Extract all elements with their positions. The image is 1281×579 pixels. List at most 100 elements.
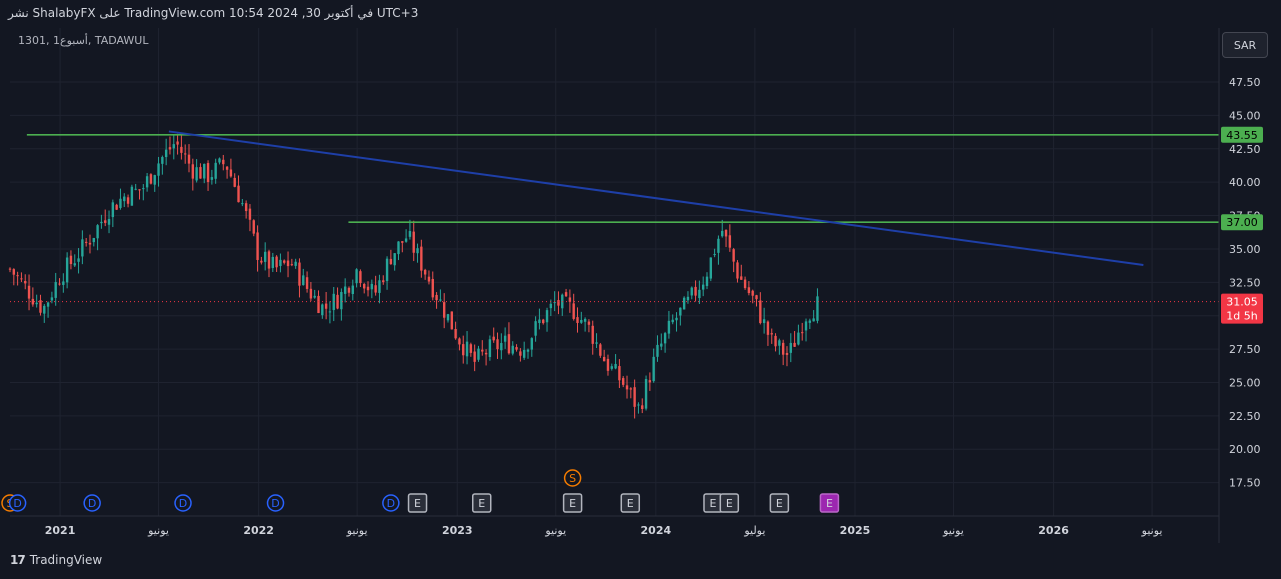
current-price-label: 31.05 (1226, 296, 1258, 309)
candle-body (119, 198, 122, 208)
candle-body (88, 242, 92, 245)
candle-body (324, 303, 328, 309)
candle-body (370, 283, 374, 290)
candle-body (218, 158, 221, 163)
candle-body (629, 388, 633, 390)
candle-body (340, 291, 343, 310)
symbol-info: 1301, 1أسبوع, TADAWUL (18, 34, 149, 47)
candle-body (682, 297, 686, 310)
grid (10, 28, 1219, 516)
x-tick-label: يونيو (147, 524, 169, 537)
candle-body (431, 278, 434, 298)
candle-body (717, 238, 720, 253)
x-tick-label: 2024 (641, 524, 672, 537)
candle-body (237, 185, 240, 203)
candle-body (241, 203, 244, 205)
candle-body (488, 339, 492, 358)
candle-body (317, 295, 320, 314)
y-tick-label: 42.50 (1229, 143, 1261, 156)
candle-body (16, 275, 19, 277)
candle-body (73, 263, 76, 266)
x-tick-label: يونيو (544, 524, 566, 537)
candle-body (20, 278, 23, 280)
candle-body (126, 197, 130, 204)
marker-letter: E (414, 497, 421, 510)
candle-body (576, 317, 579, 323)
candle-body (808, 320, 812, 323)
candle-body (625, 385, 629, 390)
candle-body (222, 159, 225, 165)
levels (10, 130, 1219, 303)
candle-body (328, 311, 332, 313)
dividend-marker (266, 494, 285, 512)
candle-body (187, 154, 191, 164)
candle-body (96, 225, 99, 239)
candle-body (732, 249, 735, 262)
candle-body (69, 255, 73, 265)
candle-body (484, 352, 488, 355)
candle-body (690, 287, 693, 296)
candle-body (39, 300, 42, 313)
candle-body (785, 352, 789, 355)
candle-body (294, 261, 297, 266)
candle-body (507, 334, 511, 354)
x-tick-label: 2025 (840, 524, 871, 537)
candle-body (244, 203, 248, 212)
candle-body (157, 163, 160, 176)
candle-body (260, 260, 263, 263)
candle-body (454, 329, 457, 339)
publish-info: نشر ShalabyFX على TradingView.com 10:54 … (8, 6, 419, 20)
candle-body (515, 347, 518, 350)
candle-body (420, 246, 423, 271)
candle-body (713, 254, 716, 256)
level-price-tag (1221, 126, 1263, 143)
candle-body (252, 220, 255, 234)
candle-body (138, 189, 141, 191)
candle-body (660, 343, 663, 347)
x-tick-label: 2026 (1038, 524, 1069, 537)
candle-body (816, 296, 819, 321)
y-tick-label: 20.00 (1229, 443, 1261, 456)
current-price-tag (1221, 293, 1263, 324)
candle-body (572, 303, 575, 319)
candle-body (206, 163, 210, 183)
y-tick-label: 32.50 (1229, 276, 1261, 289)
candle-body (286, 260, 290, 267)
candle-body (111, 202, 115, 218)
candle-body (283, 260, 286, 263)
candle-body (84, 241, 88, 243)
candle-body (602, 356, 606, 362)
price-scale[interactable]: 47.5045.0042.5040.0037.5035.0032.5030.00… (1229, 76, 1261, 490)
candle-body (134, 188, 137, 190)
candle-body (31, 298, 35, 305)
candle-body (679, 307, 682, 316)
candle-body (275, 256, 278, 268)
brand-name: TradingView (29, 553, 103, 567)
y-tick-label: 45.00 (1229, 109, 1261, 122)
candle-body (347, 287, 351, 293)
candle-body (724, 229, 728, 237)
candle-body (309, 288, 313, 299)
level-price-label: 43.55 (1226, 129, 1258, 142)
candle-body (50, 297, 54, 301)
currency-button[interactable]: SAR (1222, 32, 1268, 58)
earnings-marker (769, 493, 790, 513)
marker-letter: S (569, 472, 576, 485)
candle-body (416, 248, 419, 254)
candle-body (557, 300, 560, 306)
candle-body (115, 204, 118, 210)
tradingview-logo: 17 TradingView (10, 553, 102, 567)
candle-body (355, 269, 358, 284)
candle-body (427, 276, 431, 282)
candle-body (35, 302, 38, 305)
candle-body (705, 276, 709, 286)
candle-body (81, 239, 84, 257)
tradingview-mark-icon: 17 (10, 553, 26, 567)
candle-body (587, 321, 591, 325)
countdown-label: 1d 5h (1226, 310, 1257, 323)
candle-body (248, 208, 252, 220)
time-scale[interactable]: 2021 يونيو 2022 يونيو 2023 يونيو 2024 يوليو 2025… (45, 524, 1163, 537)
candle-body (104, 220, 107, 223)
candle-body (583, 318, 587, 322)
